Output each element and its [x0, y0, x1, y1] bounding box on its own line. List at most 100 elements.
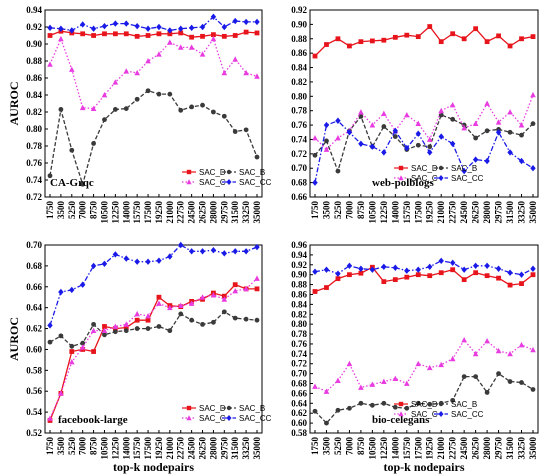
series-line [314, 94, 534, 151]
y-tick-label: 0.78 [26, 141, 42, 151]
x-tick-label: 28000 [482, 200, 492, 223]
x-tick-label: 33250 [241, 437, 251, 460]
marker-circle [473, 374, 479, 379]
marker-square [415, 272, 421, 278]
marker-diamond [112, 20, 119, 27]
marker-triangle [518, 122, 525, 128]
marker-diamond [123, 255, 129, 262]
marker-diamond [427, 149, 433, 156]
marker-diamond [323, 266, 330, 273]
marker-square [530, 272, 536, 278]
marker-square [91, 33, 96, 38]
y-tick-label: 0.62 [291, 408, 307, 418]
marker-diamond [210, 13, 217, 20]
marker-circle [189, 104, 195, 110]
marker-square [404, 32, 410, 38]
marker-triangle [323, 146, 330, 152]
marker-diamond [335, 270, 341, 277]
marker-triangle [177, 302, 184, 308]
marker-triangle [221, 69, 228, 76]
marker-triangle [186, 179, 192, 185]
marker-square [438, 39, 444, 45]
marker-square [461, 277, 467, 283]
marker-circle [369, 402, 375, 408]
marker-diamond [221, 23, 228, 31]
y-tick-label: 0.86 [26, 73, 42, 83]
marker-triangle [79, 104, 86, 111]
marker-square [484, 273, 490, 279]
marker-triangle [484, 100, 490, 106]
y-tick-label: 0.92 [26, 22, 42, 32]
marker-triangle [210, 292, 217, 298]
marker-circle [178, 107, 184, 113]
marker-square [186, 169, 192, 175]
marker-triangle [47, 61, 53, 67]
marker-square [369, 38, 375, 44]
marker-square [427, 273, 433, 279]
x-tick-label: 19250 [154, 201, 164, 224]
marker-square [381, 279, 387, 285]
marker-circle [358, 400, 364, 406]
marker-diamond [530, 265, 536, 272]
marker-diamond [254, 243, 260, 251]
marker-circle [112, 329, 118, 335]
marker-circle [102, 332, 107, 338]
marker-diamond [199, 23, 206, 31]
marker-circle [58, 107, 64, 112]
marker-triangle [101, 92, 108, 98]
legend-label: SAC_CC [239, 178, 272, 187]
marker-square [450, 31, 456, 37]
panel-title: facebook-large [58, 414, 128, 426]
series-sac-b [312, 371, 536, 426]
marker-circle [324, 138, 329, 144]
plot-frame [44, 244, 263, 434]
marker-circle [80, 340, 86, 346]
marker-circle [232, 129, 238, 134]
y-axis-label: AUROC [7, 82, 21, 126]
marker-square [254, 286, 260, 292]
marker-triangle [199, 294, 206, 300]
x-tick-label: 22750 [448, 437, 458, 460]
marker-triangle [426, 136, 433, 142]
marker-triangle [243, 285, 249, 292]
marker-circle [312, 152, 318, 158]
marker-triangle [495, 119, 502, 125]
marker-square [438, 270, 444, 276]
marker-diamond [112, 251, 119, 258]
marker-diamond [232, 17, 238, 25]
marker-square [186, 405, 192, 411]
x-tick-label: 29750 [494, 437, 504, 460]
marker-square [91, 349, 96, 354]
y-tick-label: 0.90 [291, 270, 307, 280]
marker-square [507, 282, 513, 288]
panel-title: CA-Grqc [50, 177, 94, 189]
plot-frame [309, 244, 539, 434]
marker-triangle [47, 415, 53, 421]
marker-diamond [358, 265, 364, 272]
marker-diamond [226, 415, 232, 421]
marker-circle [438, 165, 444, 171]
marker-triangle [358, 109, 364, 115]
marker-diamond [156, 23, 162, 31]
x-tick-label: 10500 [367, 201, 377, 224]
x-tick-label: 3500 [56, 201, 66, 220]
y-tick-label: 0.66 [291, 388, 307, 398]
y-tick-label: 0.66 [291, 192, 307, 202]
marker-circle [496, 371, 501, 377]
marker-circle [404, 405, 410, 411]
marker-triangle [156, 300, 162, 306]
marker-diamond [47, 322, 53, 329]
marker-diamond [415, 130, 421, 137]
marker-circle [226, 405, 232, 411]
y-tick-label: 0.84 [26, 90, 42, 100]
x-tick-label: 10500 [99, 201, 109, 224]
marker-triangle [312, 383, 318, 389]
y-tick-label: 0.78 [291, 329, 307, 339]
legend-label: SAC_C [199, 414, 226, 423]
x-tick-label: 14000 [121, 201, 131, 224]
y-tick-label: 0.74 [291, 349, 307, 359]
chart-panel: 0.580.600.620.640.660.680.700.720.740.76… [291, 240, 539, 474]
marker-square [427, 24, 433, 29]
x-tick-label: 12250 [110, 201, 120, 224]
marker-square [473, 26, 479, 32]
